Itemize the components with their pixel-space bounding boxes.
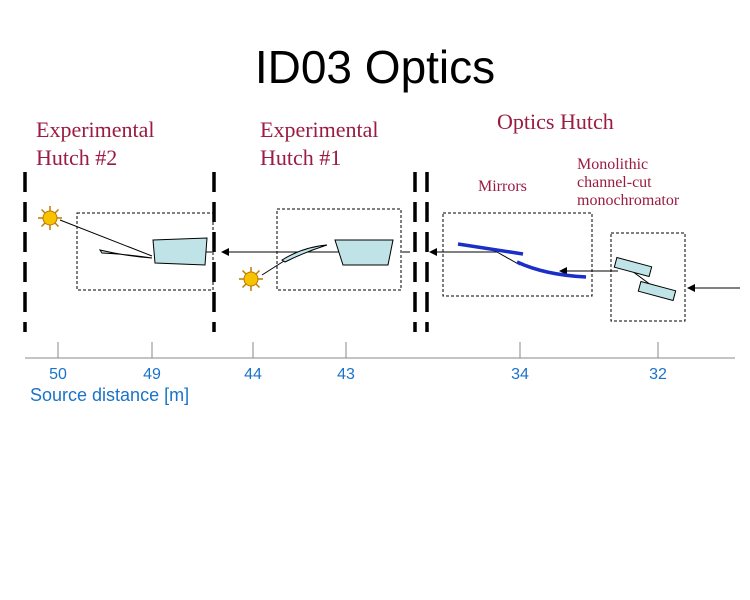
experimental-hutch-1-label: Experimental Hutch #1 xyxy=(260,117,379,170)
experimental-hutch-2-label: Experimental Hutch #2 xyxy=(36,117,155,170)
mirrors xyxy=(457,242,587,279)
tick-label-34: 34 xyxy=(511,366,529,383)
monochromator-box xyxy=(610,232,686,322)
mirrors-label: Mirrors xyxy=(478,178,527,195)
experiment-1-box xyxy=(276,208,402,291)
axis-label: Source distance [m] xyxy=(30,385,190,405)
tick-label-44: 44 xyxy=(244,366,262,383)
tick-label-43: 43 xyxy=(337,366,355,383)
tick-label-32: 32 xyxy=(649,366,667,383)
sun-icon xyxy=(239,267,263,291)
hutch-1-optics xyxy=(261,239,394,276)
monochromator-label: Monolithic channel-cut monochromator xyxy=(577,156,680,209)
tick-label-50: 50 xyxy=(49,366,67,383)
tick-label-49: 49 xyxy=(143,366,161,383)
optics-hutch-label: Optics Hutch xyxy=(497,109,614,134)
hutch-2-optics xyxy=(59,219,208,266)
page-title: ID03 Optics xyxy=(254,41,496,93)
sun-icon xyxy=(38,206,62,230)
monochromator-crystals xyxy=(613,256,677,302)
mirrors-box xyxy=(442,212,593,297)
experiment-2-box xyxy=(76,212,214,291)
